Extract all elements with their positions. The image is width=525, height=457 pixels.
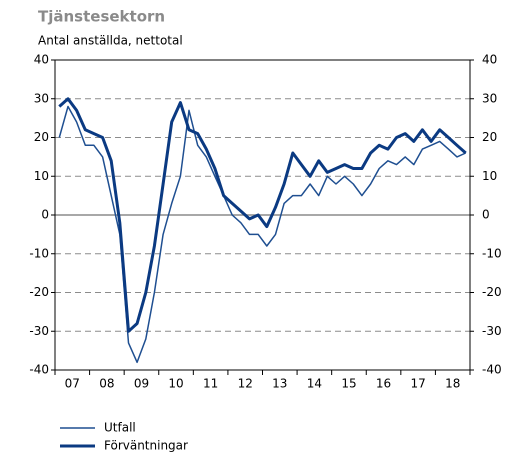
y2-tick-label: 40 bbox=[482, 53, 497, 67]
y-tick-label: 40 bbox=[34, 53, 49, 67]
y2-tick-label: -40 bbox=[482, 363, 502, 377]
legend-label: Förväntningar bbox=[104, 439, 188, 453]
y2-tick-label: -10 bbox=[482, 246, 502, 260]
series-line bbox=[58, 97, 467, 333]
x-tick-label: 13 bbox=[272, 377, 287, 391]
y-tick-label: 20 bbox=[34, 130, 49, 144]
x-tick-label: 14 bbox=[307, 377, 322, 391]
y-tick-label: 30 bbox=[34, 91, 49, 105]
y2-tick-label: -20 bbox=[482, 285, 502, 299]
x-tick-label: 11 bbox=[203, 377, 218, 391]
y-tick-label: -30 bbox=[29, 324, 49, 338]
y2-tick-label: 20 bbox=[482, 130, 497, 144]
x-tick-label: 12 bbox=[238, 377, 253, 391]
y-tick-label: -40 bbox=[29, 363, 49, 377]
x-tick-label: 18 bbox=[445, 377, 460, 391]
x-tick-label: 10 bbox=[168, 377, 183, 391]
y2-tick-label: -30 bbox=[482, 324, 502, 338]
x-tick-label: 09 bbox=[134, 377, 149, 391]
x-tick-label: 16 bbox=[376, 377, 391, 391]
x-tick-label: 17 bbox=[410, 377, 425, 391]
y-tick-label: 0 bbox=[41, 208, 49, 222]
x-tick-label: 15 bbox=[341, 377, 356, 391]
y2-tick-label: 10 bbox=[482, 169, 497, 183]
chart-subtitle: Antal anställda, nettotal bbox=[38, 34, 183, 48]
y2-tick-label: 0 bbox=[482, 208, 490, 222]
chart-title: Tjänstesektorn bbox=[38, 8, 165, 26]
x-tick-label: 07 bbox=[65, 377, 80, 391]
legend-label: Utfall bbox=[104, 421, 136, 435]
y-tick-label: -20 bbox=[29, 285, 49, 299]
y2-tick-label: 30 bbox=[482, 91, 497, 105]
y-tick-label: 10 bbox=[34, 169, 49, 183]
x-tick-label: 08 bbox=[99, 377, 114, 391]
y-tick-label: -10 bbox=[29, 246, 49, 260]
